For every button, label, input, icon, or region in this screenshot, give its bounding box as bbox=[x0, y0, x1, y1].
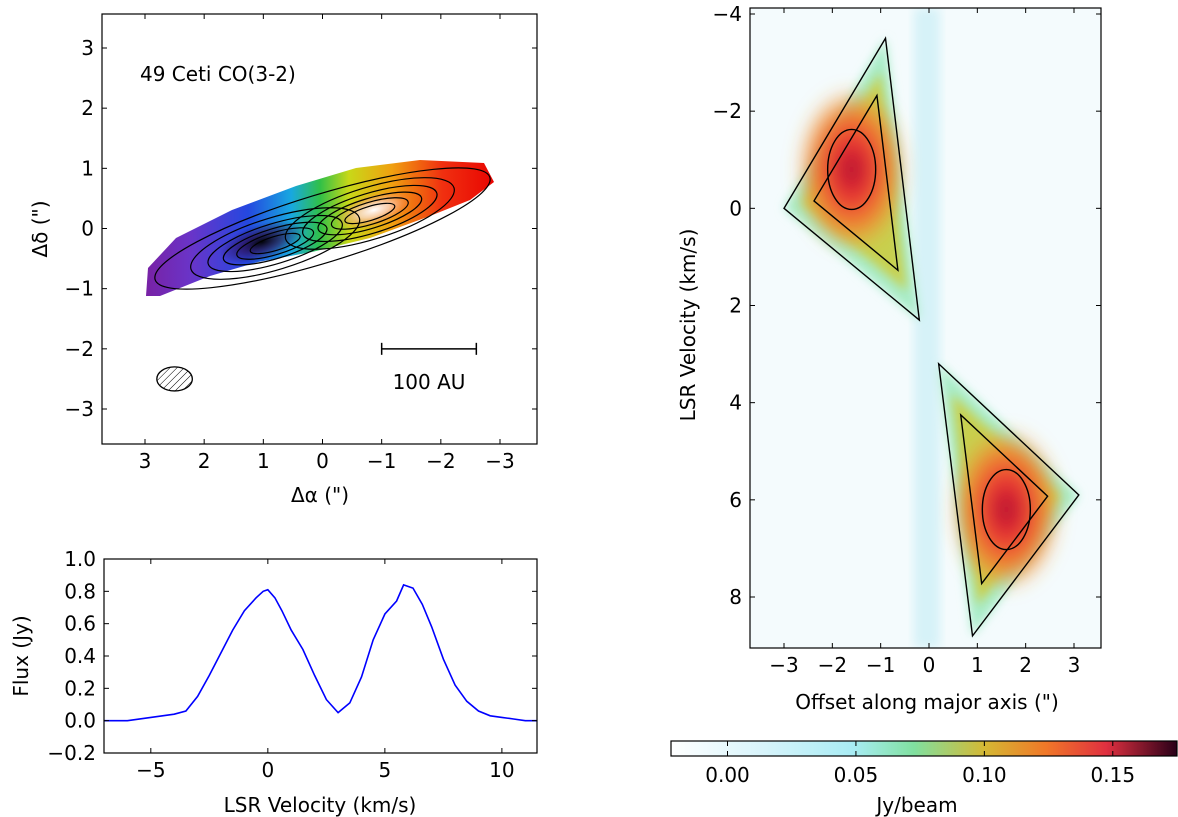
contour-line bbox=[302, 184, 438, 243]
pv-lobe-core bbox=[799, 91, 904, 248]
beam-ellipse bbox=[156, 366, 193, 392]
colorbar-tick-label: 0.15 bbox=[1091, 763, 1136, 787]
x-tick-label: 0 bbox=[923, 653, 936, 677]
contour-line bbox=[190, 207, 361, 280]
pv-contour-mid bbox=[959, 413, 1049, 586]
pv-lobes bbox=[783, 36, 1080, 638]
y-tick-label: −3 bbox=[65, 397, 94, 421]
y-tick-label: 0.6 bbox=[64, 612, 96, 636]
spectrum-xlabel: LSR Velocity (km/s) bbox=[224, 793, 417, 817]
y-tick-label: 0.4 bbox=[64, 644, 96, 668]
colorbar: 0.00 0.05 0.10 0.15 Jy/beam bbox=[670, 740, 1178, 817]
y-tick-label: 2 bbox=[81, 96, 94, 120]
pv-ticks: −3 −2 −1 0 1 2 3 −4 −2 0 2 4 6 8 bbox=[713, 2, 1101, 677]
contour-line bbox=[330, 197, 409, 230]
colorbar-gradient bbox=[670, 740, 1178, 757]
colorbar-tick-label: 0.00 bbox=[705, 763, 750, 787]
y-tick-label: 0 bbox=[81, 217, 94, 241]
contour-line bbox=[236, 227, 315, 260]
x-tick-label: 1 bbox=[257, 449, 270, 473]
contour-line bbox=[249, 232, 301, 255]
x-tick-label: −2 bbox=[426, 449, 455, 473]
y-tick-label: 0.8 bbox=[64, 579, 96, 603]
spectrum-line bbox=[104, 583, 537, 722]
y-tick-label: 2 bbox=[729, 294, 742, 318]
contour-line bbox=[317, 191, 423, 236]
y-tick-label: 6 bbox=[729, 488, 742, 512]
scale-bar-label: 100 AU bbox=[393, 370, 466, 394]
map-xlabel: Δα (") bbox=[291, 483, 349, 507]
spectrum-panel: −5 0 5 10 −0.2 0.0 0.2 0.4 0.6 0.8 1.0 LSR Velocit… bbox=[9, 547, 538, 817]
x-tick-label: −3 bbox=[485, 449, 514, 473]
y-tick-label: 1.0 bbox=[64, 547, 96, 571]
y-tick-label: 0 bbox=[729, 196, 742, 220]
pv-contour-inner bbox=[981, 468, 1032, 551]
spectrum-axes-frame bbox=[103, 558, 538, 754]
pv-diagram-panel: −3 −2 −1 0 1 2 3 −4 −2 0 2 4 6 8 Offset along major a… bbox=[676, 2, 1102, 714]
x-tick-label: 3 bbox=[139, 449, 152, 473]
map-contours bbox=[154, 167, 491, 290]
contour-line bbox=[207, 214, 343, 273]
y-tick-label: −2 bbox=[713, 99, 742, 123]
map-ticks: 3 2 1 0 −1 −2 −3 3 2 1 0 −1 −2 −3 bbox=[65, 14, 537, 473]
contour-line bbox=[284, 177, 455, 250]
spectrum-ylabel: Flux (Jy) bbox=[9, 615, 33, 696]
x-tick-label: 2 bbox=[198, 449, 211, 473]
y-tick-label: −1 bbox=[65, 277, 94, 301]
spectrum-ticks: −5 0 5 10 −0.2 0.0 0.2 0.4 0.6 0.8 1.0 bbox=[47, 547, 537, 782]
x-tick-label: 1 bbox=[971, 653, 984, 677]
y-tick-label: −4 bbox=[713, 2, 742, 26]
colorbar-tick-label: 0.05 bbox=[834, 763, 879, 787]
pv-lobe-core bbox=[954, 431, 1059, 588]
scale-bar: 100 AU bbox=[380, 342, 478, 394]
x-tick-label: 3 bbox=[1068, 653, 1081, 677]
x-tick-label: 10 bbox=[489, 758, 514, 782]
pv-contour-outer bbox=[783, 36, 921, 322]
y-tick-label: 4 bbox=[729, 391, 742, 415]
map-annotation: 49 Ceti CO(3-2) bbox=[140, 62, 296, 86]
x-tick-label: 0 bbox=[316, 449, 329, 473]
x-tick-label: −3 bbox=[769, 653, 798, 677]
x-tick-label: −1 bbox=[866, 653, 895, 677]
colorbar-label: Jy/beam bbox=[874, 793, 957, 817]
x-tick-label: −2 bbox=[818, 653, 847, 677]
y-tick-label: −0.2 bbox=[47, 741, 96, 765]
pv-contour-outer bbox=[937, 361, 1080, 638]
x-tick-label: −1 bbox=[367, 449, 396, 473]
contour-line bbox=[154, 167, 491, 290]
pv-xlabel: Offset along major axis (") bbox=[795, 690, 1059, 714]
velocity-map-panel: 3 2 1 0 −1 −2 −3 3 2 1 0 −1 −2 −3 49 Ceti CO(3-2) 100… bbox=[28, 13, 538, 507]
x-tick-label: 5 bbox=[378, 758, 391, 782]
y-tick-label: 8 bbox=[729, 585, 742, 609]
y-tick-label: −2 bbox=[65, 337, 94, 361]
velocity-map-image bbox=[146, 160, 494, 296]
x-tick-label: 2 bbox=[1019, 653, 1032, 677]
emission-peak-light bbox=[335, 190, 413, 230]
colorbar-tick-label: 0.10 bbox=[962, 763, 1007, 787]
pv-contour-mid bbox=[813, 93, 899, 272]
contour-line bbox=[344, 202, 396, 225]
y-tick-label: 0.0 bbox=[64, 709, 96, 733]
y-tick-label: 0.2 bbox=[64, 676, 96, 700]
y-tick-label: 3 bbox=[81, 36, 94, 60]
colorbar-ticks: 0.00 0.05 0.10 0.15 bbox=[705, 741, 1135, 787]
x-tick-label: 0 bbox=[261, 758, 274, 782]
pv-axes-frame bbox=[749, 7, 1102, 649]
contour-line bbox=[222, 221, 328, 266]
pv-ylabel: LSR Velocity (km/s) bbox=[676, 229, 700, 422]
x-tick-label: −5 bbox=[136, 758, 165, 782]
y-tick-label: 1 bbox=[81, 156, 94, 180]
pv-center-stripe bbox=[914, 8, 940, 648]
pv-contour-inner bbox=[826, 128, 877, 211]
map-ylabel: Δδ (") bbox=[28, 200, 52, 257]
